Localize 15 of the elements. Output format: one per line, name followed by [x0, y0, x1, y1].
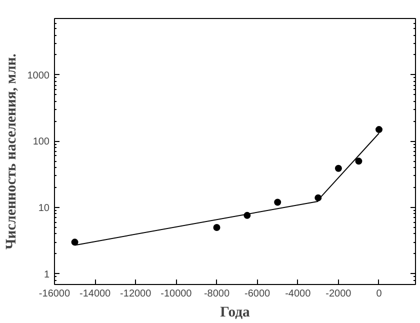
y-axis-title: Численность населения, млн.: [3, 53, 20, 250]
y-tick-label: 1000: [27, 70, 50, 82]
x-tick-label: 0: [376, 288, 382, 300]
x-tick-label: -12000: [120, 288, 152, 300]
x-tick-label: -16000: [38, 288, 71, 300]
x-axis-title: Года: [220, 304, 251, 320]
x-tick-label: -8000: [204, 288, 230, 300]
x-tick-label: -14000: [79, 288, 112, 300]
y-tick-label: 10: [38, 203, 50, 214]
x-tick-label: -4000: [285, 288, 312, 300]
x-tick-label: -10000: [160, 288, 192, 300]
x-tick-label: -6000: [244, 288, 271, 300]
y-tick-label: 1: [44, 269, 50, 280]
y-tick-label: 100: [32, 136, 50, 148]
x-tick-label: -2000: [326, 288, 352, 300]
